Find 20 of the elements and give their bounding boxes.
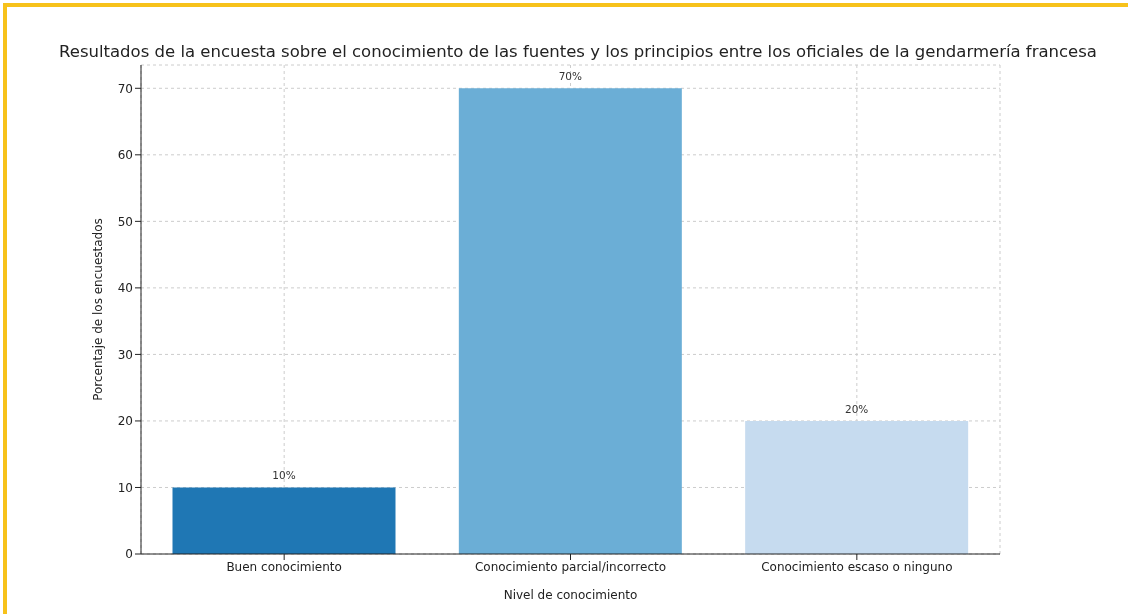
data-label: 20% [844,402,869,415]
bar [458,88,682,554]
x-tick-label: Conocimiento parcial/incorrecto [474,559,667,574]
y-tick-label: 70 [117,81,133,96]
y-tick-label: 10 [117,480,133,495]
y-tick-label: 20 [117,414,133,429]
bar [745,420,969,554]
y-tick-label: 40 [117,281,133,296]
y-tick-label: 50 [117,214,133,229]
data-label: 70% [558,70,583,83]
x-axis-title: Nivel de conocimiento [503,588,638,602]
bar [172,487,396,554]
y-tick-label: 0 [125,547,133,562]
y-tick-label: 60 [117,148,133,163]
chart-title: Resultados de la encuesta sobre el conocimiento de las fuentes y los principios entre los oficiales de la gendarmería francesa [58,42,1098,61]
data-label: 10% [272,469,296,482]
x-tick-label: Buen conocimiento [226,559,342,574]
y-tick-label: 30 [117,347,133,362]
y-axis-title: Porcentaje de los encuestados [91,218,106,401]
x-tick-label: Conocimiento escaso o ninguno [761,559,953,574]
